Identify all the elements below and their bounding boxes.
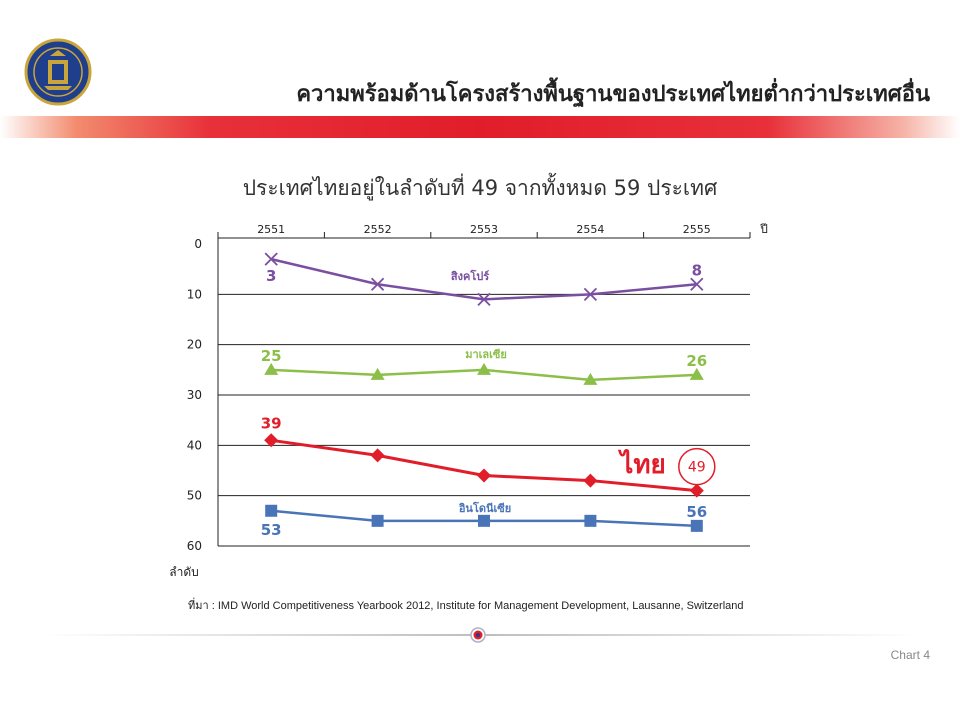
series-name-label: มาเลเซีย <box>465 348 507 361</box>
data-point <box>477 362 491 375</box>
data-point <box>583 473 598 488</box>
data-point <box>689 367 704 380</box>
x-tick-label: 2552 <box>364 223 392 236</box>
data-point <box>370 277 385 291</box>
data-point <box>371 514 384 527</box>
page-label: Chart 4 <box>890 648 930 662</box>
highlight-circle <box>678 447 716 486</box>
x-axis-title: ปี <box>760 222 768 236</box>
data-label: 56 <box>686 503 707 521</box>
data-point <box>477 292 491 307</box>
title-bar <box>0 116 960 138</box>
x-tick-label: 2553 <box>470 223 498 236</box>
y-tick-label: 20 <box>187 338 202 352</box>
data-label: 53 <box>261 521 282 539</box>
data-point <box>370 448 385 463</box>
slide-title: ความพร้อมด้านโครงสร้างพื้นฐานของประเทศไท… <box>296 82 930 107</box>
data-label: 26 <box>686 352 707 370</box>
series-name-label: ไทย <box>617 448 665 480</box>
y-tick-label: 10 <box>187 287 202 301</box>
series-name-label: อินโดนีเซีย <box>458 501 511 515</box>
data-label: 3 <box>266 267 276 285</box>
emblem-logo <box>24 38 92 106</box>
data-point <box>477 468 491 483</box>
data-label: 49 <box>688 460 706 476</box>
x-tick-label: 2555 <box>683 223 711 236</box>
y-tick-label: 0 <box>194 237 202 251</box>
y-tick-label: 40 <box>187 438 202 452</box>
y-tick-label: 60 <box>187 539 202 553</box>
chart-subtitle: ประเทศไทยอยู่ในลำดับที่ 49 จากทั้งหมด 59… <box>242 176 718 200</box>
data-point <box>265 504 278 517</box>
data-label: 39 <box>261 414 282 432</box>
y-axis-title: ลำดับ <box>169 565 199 579</box>
data-point <box>584 514 597 527</box>
data-point <box>264 252 278 266</box>
footer-target-icon <box>470 627 486 643</box>
y-tick-label: 30 <box>187 388 202 402</box>
data-point <box>264 362 279 375</box>
series-name-label: สิงคโปร์ <box>451 269 490 283</box>
data-point <box>583 372 598 385</box>
data-point <box>264 433 279 448</box>
data-point <box>478 514 490 527</box>
data-point <box>583 287 598 301</box>
x-tick-label: 2554 <box>576 223 604 236</box>
data-point <box>370 367 385 380</box>
data-label: 25 <box>261 347 282 365</box>
data-point <box>690 519 703 532</box>
y-tick-label: 50 <box>187 489 202 503</box>
data-point <box>689 483 704 498</box>
data-label: 8 <box>692 261 702 279</box>
data-point <box>690 277 704 291</box>
source-note: ที่มา : IMD World Competitiveness Yearbo… <box>188 600 744 612</box>
x-tick-label: 2551 <box>257 223 285 236</box>
